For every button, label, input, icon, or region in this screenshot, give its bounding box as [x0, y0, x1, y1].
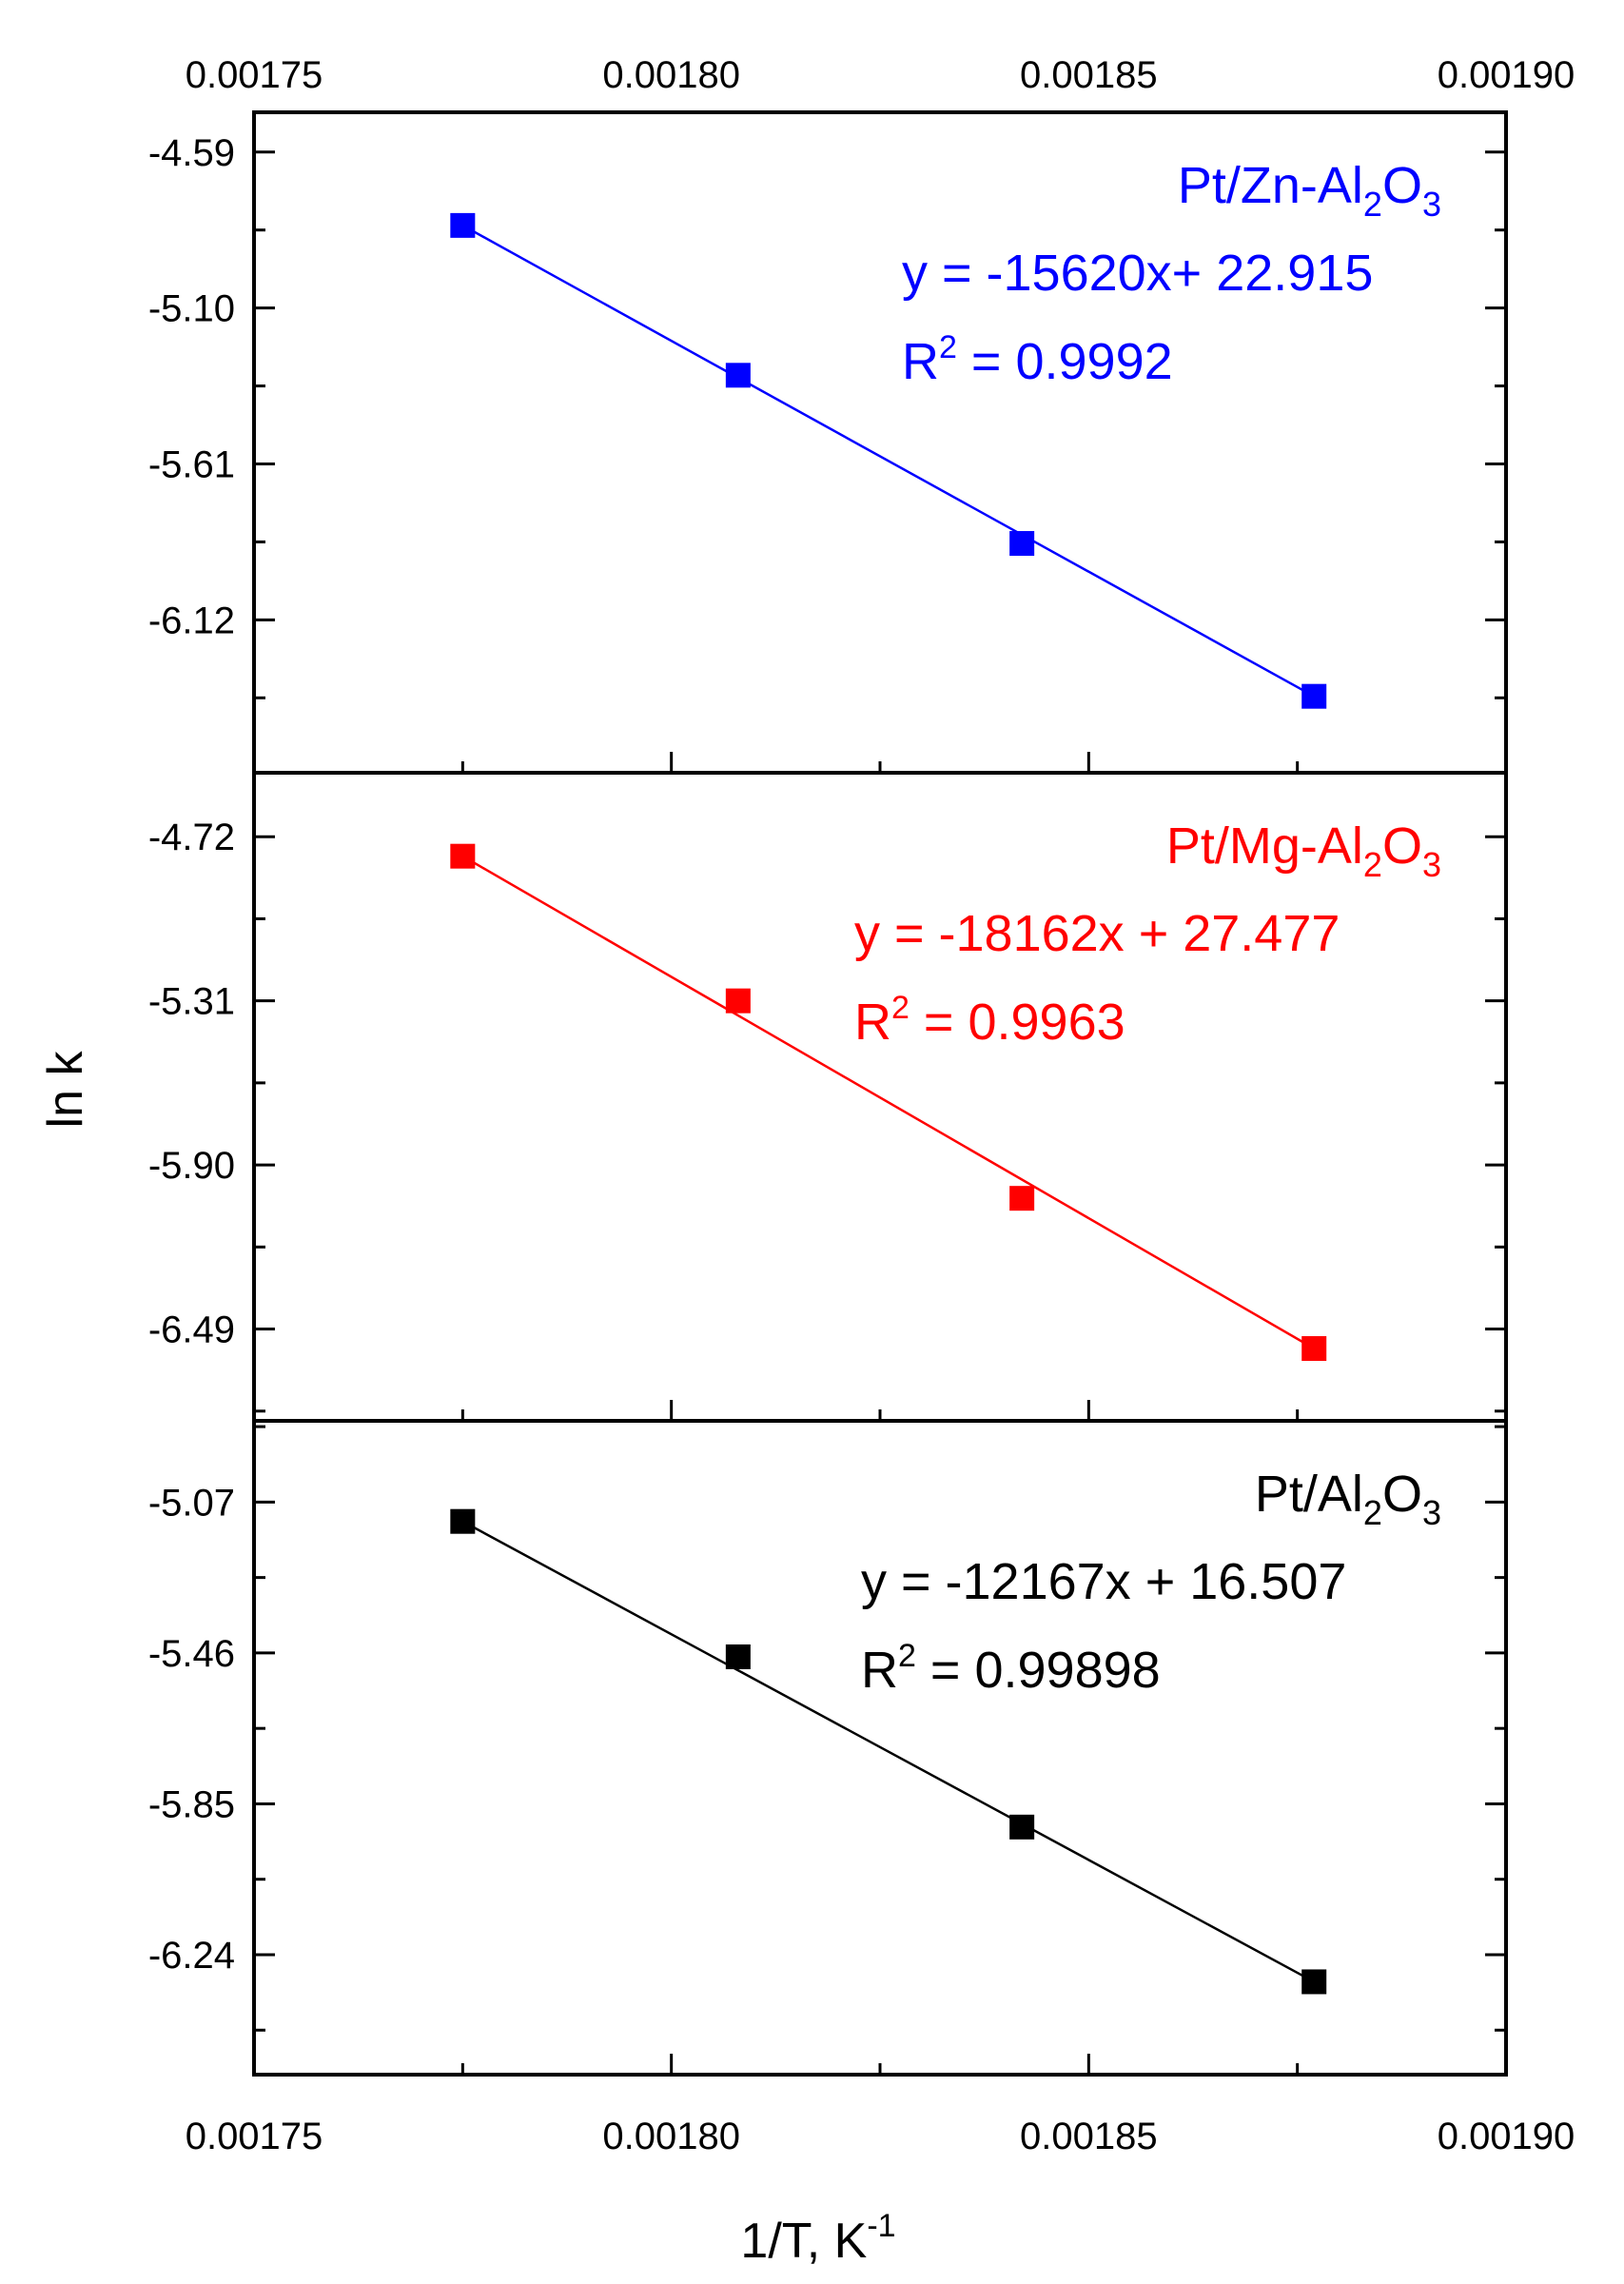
r-squared-sup: 2 [898, 1638, 916, 1674]
y-tick-label: -5.90 [148, 1145, 235, 1187]
r-squared-sup: 2 [939, 329, 957, 365]
r-squared-symbol: R [902, 333, 939, 390]
data-point [725, 988, 751, 1014]
fit-line [461, 224, 1315, 698]
x-tick-label-bottom: 0.00190 [1438, 2116, 1575, 2157]
series-label-sub: 3 [1422, 185, 1441, 224]
data-point [450, 843, 476, 869]
series-label: Pt/Zn-Al2O3 [1178, 157, 1441, 224]
fit-equation: y = -15620x+ 22.915 [902, 245, 1373, 302]
fit-line [461, 855, 1315, 1350]
data-point [1301, 1969, 1327, 1995]
r-squared-value: = 0.99898 [916, 1642, 1161, 1699]
data-point [1301, 1336, 1327, 1362]
data-point [725, 1644, 751, 1669]
data-point [450, 1508, 476, 1534]
data-point [1009, 1814, 1035, 1840]
data-point [725, 363, 751, 388]
r-squared-symbol: R [854, 994, 891, 1051]
y-tick-label: -6.12 [148, 600, 235, 641]
data-point [1009, 1186, 1035, 1211]
series-label-part: Pt/Zn-Al [1178, 157, 1363, 214]
axes-layer: 0.00175 0.00175 0.00180 0.00180 0.00185 0.001… [186, 54, 1575, 2157]
r-squared-symbol: R [861, 1642, 898, 1699]
data-point [1301, 683, 1327, 709]
fit-equation: y = -12167x + 16.507 [861, 1553, 1346, 1610]
y-tick-label: -5.31 [148, 981, 235, 1023]
y-tick-label: -5.10 [148, 288, 235, 330]
series-label-sub: 3 [1422, 845, 1441, 884]
y-tick-label: -5.46 [148, 1633, 235, 1675]
y-tick-label: -5.61 [148, 443, 235, 485]
series-label-sub: 3 [1422, 1493, 1441, 1532]
r-squared: R2 = 0.99898 [861, 1638, 1161, 1699]
series-label: Pt/Al2O3 [1255, 1466, 1441, 1532]
series-label-sub: 2 [1363, 845, 1382, 884]
x-tick-label-bottom: 0.00180 [602, 2116, 740, 2157]
y-tick-label: -5.07 [148, 1482, 235, 1524]
series-label-part: O [1382, 817, 1422, 875]
y-axis-title: ln k [38, 1051, 93, 1129]
data-point [1009, 531, 1035, 557]
series-label-part: Pt/Al [1255, 1466, 1363, 1523]
r-squared-sup: 2 [891, 990, 910, 1026]
r-squared-value: = 0.9992 [957, 333, 1173, 390]
series-label-sub: 2 [1363, 1493, 1382, 1532]
x-axis-title-main: 1/T, K [740, 2214, 867, 2269]
x-tick-label-bottom: 0.00175 [186, 2116, 323, 2157]
r-squared: R2 = 0.9992 [902, 329, 1173, 390]
r-squared: R2 = 0.9963 [854, 990, 1125, 1051]
y-tick-label: -5.85 [148, 1783, 235, 1825]
y-tick-label: -6.49 [148, 1309, 235, 1351]
x-axis-title-sup: -1 [867, 2208, 895, 2244]
series-label-part: Pt/Mg-Al [1166, 817, 1363, 875]
series-label: Pt/Mg-Al2O3 [1166, 817, 1441, 884]
y-tick-label: -4.59 [148, 132, 235, 174]
r-squared-value: = 0.9963 [910, 994, 1125, 1051]
x-tick-label-top: 0.00185 [1020, 54, 1158, 96]
y-tick-label: -6.24 [148, 1935, 235, 1977]
x-tick-label-top: 0.00175 [186, 54, 323, 96]
fit-equation: y = -18162x + 27.477 [854, 905, 1340, 962]
series-label-sub: 2 [1363, 185, 1382, 224]
x-tick-label-top: 0.00190 [1438, 54, 1575, 96]
series-label-part: O [1382, 1466, 1422, 1523]
x-tick-label-top: 0.00180 [602, 54, 740, 96]
x-axis-title: 1/T, K-1 [740, 2208, 895, 2269]
y-tick-label: -4.72 [148, 817, 235, 858]
fit-line [461, 1520, 1315, 1983]
x-tick-label-bottom: 0.00185 [1020, 2116, 1158, 2157]
series-label-part: O [1382, 157, 1422, 214]
data-point [450, 212, 476, 238]
